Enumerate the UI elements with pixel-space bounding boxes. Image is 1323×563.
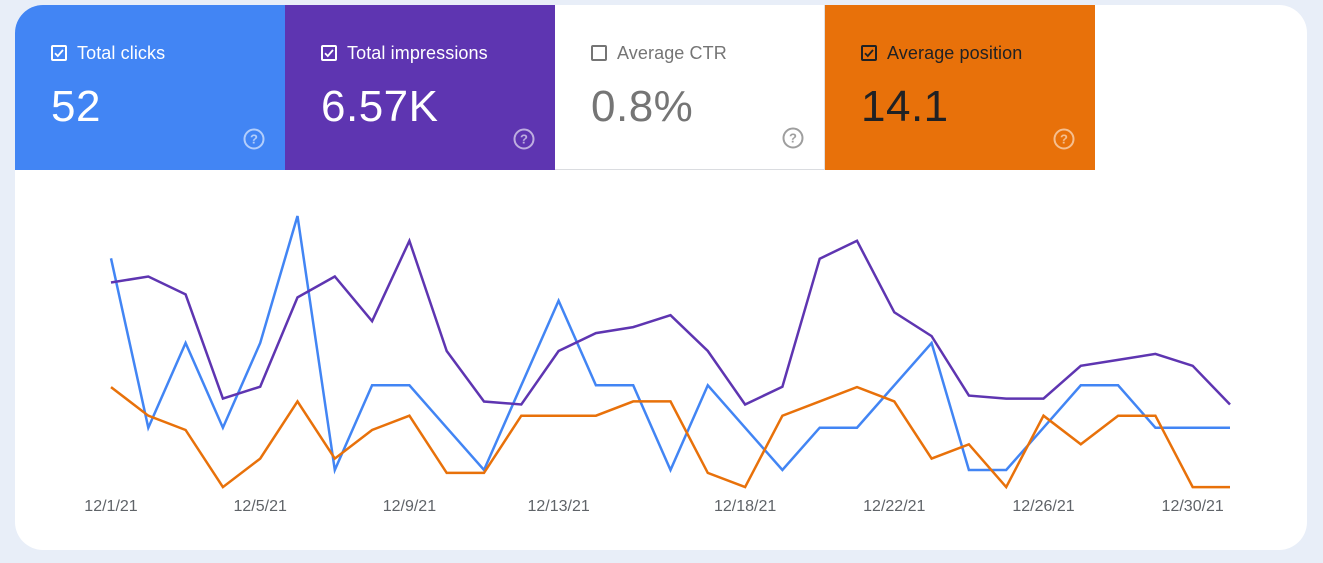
metric-label: Total impressions — [347, 42, 488, 63]
help-circle-icon[interactable]: ? — [513, 128, 535, 150]
x-tick-label: 12/5/21 — [234, 498, 287, 515]
help-circle-icon[interactable]: ? — [782, 127, 804, 149]
metric-value: 52 — [51, 82, 101, 131]
x-tick-label: 12/22/21 — [863, 498, 925, 515]
metric-label: Total clicks — [77, 42, 166, 63]
x-tick-label: 12/13/21 — [527, 498, 589, 515]
x-tick-label: 12/30/21 — [1162, 498, 1224, 515]
x-tick-label: 12/1/21 — [84, 498, 137, 515]
checkbox-checked-icon[interactable] — [861, 45, 877, 61]
svg-text:?: ? — [520, 132, 528, 147]
svg-text:?: ? — [789, 131, 797, 146]
metric-header: Total impressions — [321, 41, 555, 65]
metric-header: Average position — [861, 41, 1095, 65]
metric-average-ctr[interactable]: Average CTR 0.8% ? — [555, 5, 825, 170]
x-tick-label: 12/26/21 — [1012, 498, 1074, 515]
metric-total-impressions[interactable]: Total impressions 6.57K ? — [285, 5, 555, 170]
help-circle-icon[interactable]: ? — [243, 128, 265, 150]
x-tick-label: 12/18/21 — [714, 498, 776, 515]
svg-text:?: ? — [1060, 132, 1068, 147]
metric-total-clicks[interactable]: Total clicks 52 ? — [15, 5, 285, 170]
metric-tabs: Total clicks 52 ? Total impressions 6.57… — [15, 5, 1095, 170]
metric-value: 6.57K — [321, 82, 439, 131]
metric-value: 14.1 — [861, 82, 949, 131]
series-line-total-clicks — [109, 215, 1230, 475]
metric-label: Average position — [887, 42, 1023, 63]
help-circle-icon[interactable]: ? — [1053, 128, 1075, 150]
performance-chart: 12/1/21 12/5/21 12/9/21 12/13/21 12/18/21 12/… — [84, 215, 1231, 515]
series-line-average-position — [110, 385, 1230, 490]
metric-header: Total clicks — [51, 41, 285, 65]
metric-value: 0.8% — [591, 82, 694, 131]
checkbox-checked-icon[interactable] — [321, 45, 337, 61]
series-line-total-impressions — [110, 237, 1231, 407]
metric-header: Average CTR — [591, 41, 824, 65]
metric-label: Average CTR — [617, 42, 727, 63]
x-tick-label: 12/9/21 — [383, 498, 436, 515]
performance-card: Total clicks 52 ? Total impressions 6.57… — [15, 5, 1307, 550]
checkbox-unchecked-icon[interactable] — [591, 45, 607, 61]
metric-average-position[interactable]: Average position 14.1 ? — [825, 5, 1095, 170]
svg-text:?: ? — [250, 132, 258, 147]
checkbox-checked-icon[interactable] — [51, 45, 67, 61]
